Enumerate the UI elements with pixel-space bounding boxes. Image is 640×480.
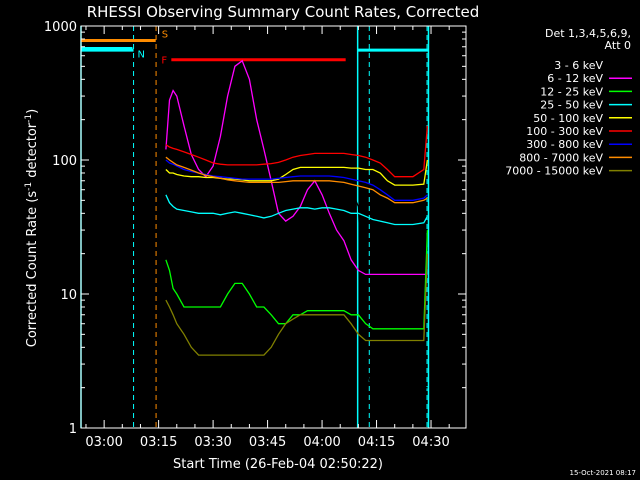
plot-frame xyxy=(80,25,467,429)
y-tick-label: 1000 xyxy=(44,20,77,35)
x-tick-label: 03:45 xyxy=(249,435,286,450)
series-line xyxy=(165,159,429,186)
timestamp: 15-Oct-2021 08:17 xyxy=(570,469,636,477)
y-axis-label: Corrected Count Rate (s-1 detector-1) xyxy=(24,109,40,347)
x-tick-label: 03:00 xyxy=(85,435,122,450)
series-line xyxy=(165,194,428,226)
series-line xyxy=(165,253,429,356)
y-tick-label: 1 xyxy=(69,422,77,437)
plot-area: S N F xyxy=(80,26,430,428)
x-tick-label: 03:30 xyxy=(194,435,231,450)
legend-header: Att 0 xyxy=(605,39,631,52)
y-tick-label: 10 xyxy=(60,288,77,303)
legend-label: 50 - 100 keV xyxy=(533,112,603,125)
series-line xyxy=(165,125,429,178)
legend-label: 6 - 12 keV xyxy=(547,72,603,85)
legend-label: 800 - 7000 keV xyxy=(519,151,603,164)
legend-label: 7000 - 15000 keV xyxy=(505,165,603,178)
x-tick-label: 04:00 xyxy=(303,435,340,450)
legend-label: 300 - 800 keV xyxy=(526,138,603,151)
x-tick-label: 04:15 xyxy=(358,435,395,450)
y-tick-label: 100 xyxy=(52,154,77,169)
chart-title: RHESSI Observing Summary Count Rates, Co… xyxy=(87,3,480,21)
flag-label-s: S xyxy=(162,29,168,40)
flag-label-n: N xyxy=(137,49,144,60)
series-line xyxy=(165,70,428,419)
axes: 03:00 03:15 03:30 03:45 04:00 04:15 04:30 1 10 10… xyxy=(44,20,467,450)
legend-header: Det 1,3,4,5,6,9, xyxy=(545,27,631,40)
flag-label-f: F xyxy=(161,56,167,67)
x-tick-label: 04:30 xyxy=(412,435,449,450)
legend-label: 12 - 25 keV xyxy=(540,85,603,98)
x-tick-label: 03:15 xyxy=(140,435,177,450)
x-axis-label: Start Time (26-Feb-04 02:50:22) xyxy=(173,457,383,472)
legend-label: 100 - 300 keV xyxy=(526,125,603,138)
series-line xyxy=(165,59,428,276)
series-line xyxy=(165,156,428,204)
legend-label: 25 - 50 keV xyxy=(540,99,603,112)
legend-label: 3 - 6 keV xyxy=(554,59,603,72)
